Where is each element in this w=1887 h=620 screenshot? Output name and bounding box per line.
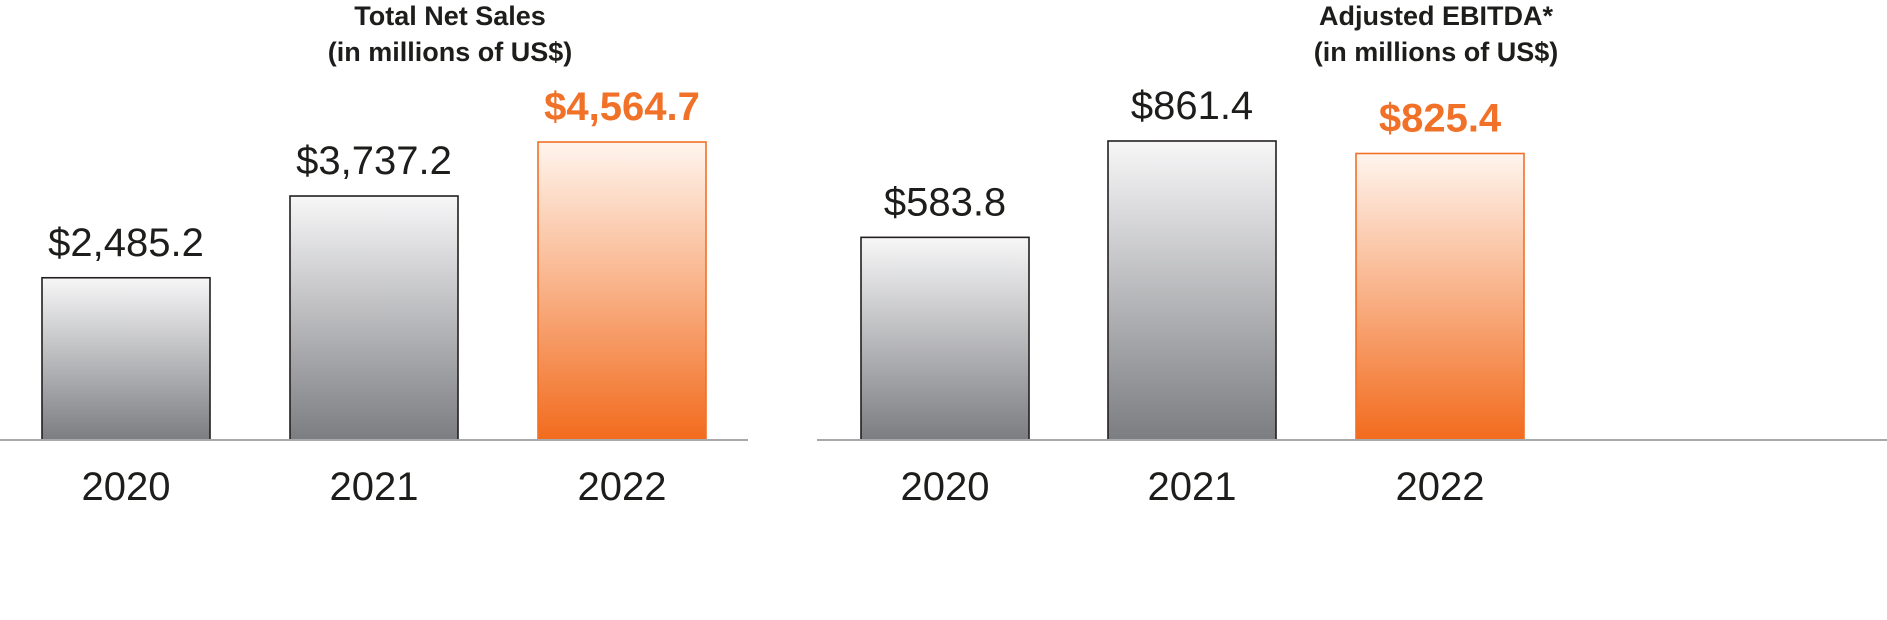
ebitda-tick-label-2021: 2021 — [1148, 465, 1237, 509]
net-sales-tick-label-2021: 2021 — [330, 465, 419, 509]
net-sales-bar-2020 — [41, 276, 211, 441]
net-sales-tick-label-2022: 2022 — [578, 465, 667, 509]
ebitda-bar-2021 — [1107, 140, 1277, 441]
ebitda-value-label-2021: $861.4 — [1131, 84, 1253, 128]
net-sales-subtitle: (in millions of US$) — [328, 37, 573, 67]
net-sales-value-label-2022: $4,564.7 — [544, 85, 700, 129]
ebitda-title: Adjusted EBITDA* — [1319, 1, 1554, 31]
ebitda-bar-2020 — [860, 236, 1030, 441]
ebitda-subtitle: (in millions of US$) — [1314, 37, 1559, 67]
ebitda-bars: $583.8 2020 $861.4 2021 $825.4 2022 — [817, 84, 1887, 509]
net-sales-value-label-2021: $3,737.2 — [296, 139, 452, 183]
net-sales-bar-2021 — [289, 195, 459, 441]
ebitda-tick-label-2020: 2020 — [901, 465, 990, 509]
net-sales-title: Total Net Sales — [354, 1, 546, 31]
ebitda-value-label-2022: $825.4 — [1379, 96, 1502, 140]
net-sales-tick-label-2020: 2020 — [82, 465, 171, 509]
net-sales-value-label-2020: $2,485.2 — [48, 221, 204, 265]
ebitda-value-label-2020: $583.8 — [884, 180, 1006, 224]
net-sales-bar-2022 — [537, 141, 707, 441]
ebitda-tick-label-2022: 2022 — [1396, 465, 1485, 509]
ebitda-bar-2022 — [1355, 152, 1525, 441]
net-sales-bars: $2,485.2 2020 $3,737.2 2021 $4,564.7 2022 — [0, 85, 748, 509]
ebitda-chart: Adjusted EBITDA* (in millions of US$) $5… — [817, 1, 1887, 509]
net-sales-chart: Total Net Sales (in millions of US$) $2,… — [0, 1, 748, 509]
